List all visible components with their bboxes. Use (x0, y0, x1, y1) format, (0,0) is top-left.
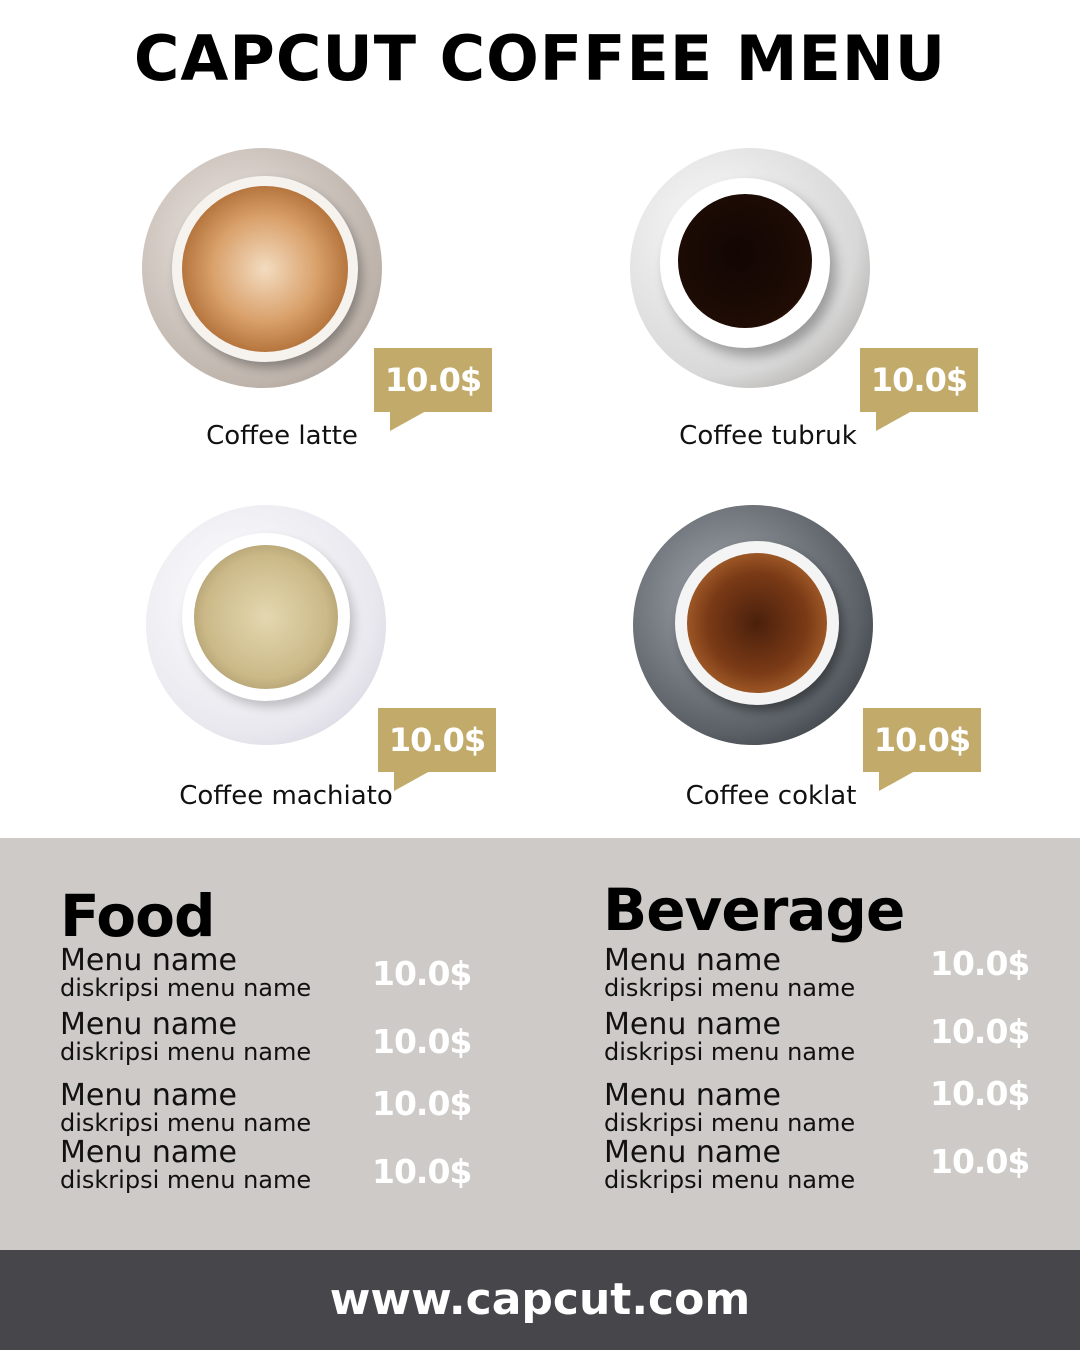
price-tag-coffee-tubruk: 10.0$ (860, 348, 978, 431)
food-item-name: Menu name (60, 943, 237, 978)
page-title: CAPCUT COFFEE MENU (133, 22, 947, 95)
beverage-item-name: Menu name (604, 1078, 781, 1113)
coffee-machiato-image (146, 505, 386, 745)
beverage-item-price: 10.0$ (930, 1142, 1030, 1181)
beverage-item-name: Menu name (604, 1135, 781, 1170)
coffee-tubruk-image (630, 148, 870, 388)
coffee-latte-image (142, 148, 382, 388)
beverage-item-desc: diskripsi menu name (604, 974, 856, 1002)
food-item-desc: diskripsi menu name (60, 974, 312, 1002)
price-tag-coffee-coklat: 10.0$ (863, 708, 981, 791)
beverage-item-desc: diskripsi menu name (604, 1166, 856, 1194)
beverage-item-desc: diskripsi menu name (604, 1109, 856, 1137)
food-item-name: Menu name (60, 1135, 237, 1170)
food-title: Food (60, 882, 215, 950)
coffee-latte-label: Coffee latte (206, 421, 358, 451)
food-item-desc: diskripsi menu name (60, 1109, 312, 1137)
food-item-price: 10.0$ (372, 954, 472, 993)
coffee-tubruk-label: Coffee tubruk (679, 421, 857, 451)
menu-section: Food Beverage Menu name diskripsi menu n… (0, 838, 1080, 1250)
food-item-desc: diskripsi menu name (60, 1166, 312, 1194)
food-item-name: Menu name (60, 1007, 237, 1042)
price-tag-coffee-latte: 10.0$ (374, 348, 492, 431)
beverage-item-price: 10.0$ (930, 1012, 1030, 1051)
food-item-price: 10.0$ (372, 1152, 472, 1191)
price-tag-coffee-machiato: 10.0$ (378, 708, 496, 791)
beverage-item-name: Menu name (604, 1007, 781, 1042)
food-item-desc: diskripsi menu name (60, 1038, 312, 1066)
footer-website-link[interactable]: www.capcut.com (0, 1250, 1080, 1350)
food-item-name: Menu name (60, 1078, 237, 1113)
food-item-price: 10.0$ (372, 1084, 472, 1123)
coffee-machiato-label: Coffee machiato (179, 781, 393, 811)
food-item-price: 10.0$ (372, 1022, 472, 1061)
beverage-item-desc: diskripsi menu name (604, 1038, 856, 1066)
beverage-title: Beverage (603, 876, 905, 944)
beverage-item-price: 10.0$ (930, 1074, 1030, 1113)
beverage-item-name: Menu name (604, 943, 781, 978)
beverage-item-price: 10.0$ (930, 944, 1030, 983)
coffee-coklat-label: Coffee coklat (685, 781, 857, 811)
coffee-coklat-image (633, 505, 873, 745)
